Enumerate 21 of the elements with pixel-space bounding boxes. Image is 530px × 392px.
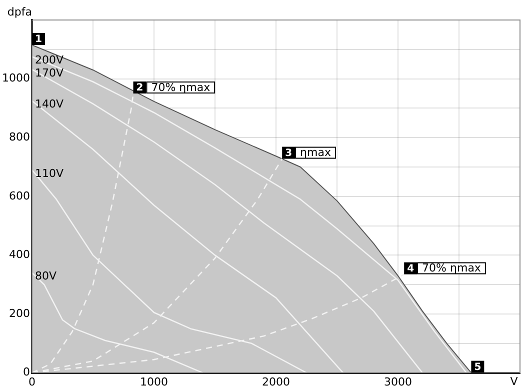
y-tick-label: 800: [8, 130, 30, 144]
x-tick-label: 2000: [262, 375, 290, 388]
y-axis-title: dpfa: [7, 5, 32, 18]
annotation: 4 70% ηmax: [407, 262, 482, 275]
series-label: 140V: [34, 98, 64, 111]
annotation: 2 70% ηmax: [136, 80, 211, 94]
annotation: 3 ηmax: [285, 146, 332, 160]
annotation: 5: [474, 362, 482, 373]
series-label: 80V: [34, 270, 57, 283]
series-label: 200V: [34, 54, 64, 67]
x-tick-label: 3000: [384, 375, 412, 388]
y-tick-label: 200: [8, 306, 30, 320]
y-tick-label: 400: [8, 248, 30, 262]
x-tick-label: 1000: [140, 375, 168, 388]
series-label: 110V: [34, 166, 64, 180]
y-tick-label: 600: [8, 189, 30, 202]
y-tick-label: 0: [22, 366, 30, 379]
annotation: 1: [34, 34, 42, 46]
series-label: 170V: [34, 66, 64, 80]
y-tick-label: 1000: [2, 72, 30, 85]
x-axis-title: V: [510, 375, 518, 388]
